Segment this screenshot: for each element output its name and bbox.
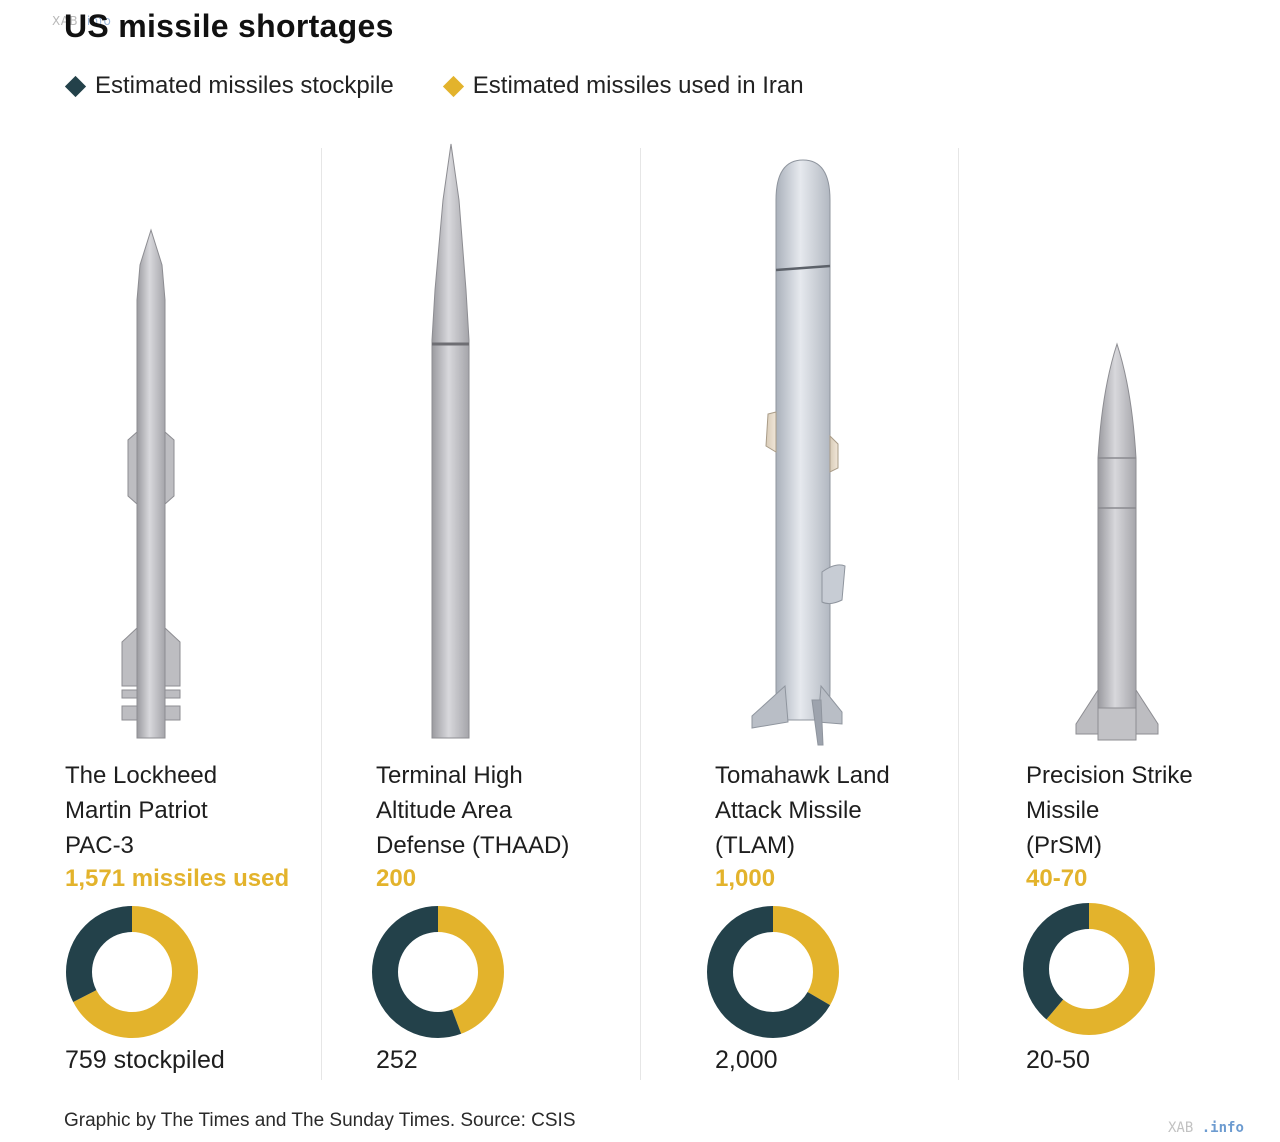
donut-slice-stockpile [372, 906, 504, 1038]
missile-name-line: The Lockheed [65, 762, 218, 789]
watermark-top: XAB .info [52, 14, 111, 28]
used-count-label: 200 [376, 865, 417, 892]
column-divider [321, 148, 322, 1080]
column-divider [958, 148, 959, 1080]
watermark-bottom-left: XAB [1168, 1120, 1194, 1136]
stockpiled-label: 20-50 [1026, 1046, 1090, 1074]
used-count-label: 40-70 [1026, 865, 1088, 892]
missile-illustrations [121, 143, 1159, 746]
column-divider [640, 148, 641, 1080]
missile-name-line: Terminal High [376, 762, 523, 789]
missile-name-line: Missile [1026, 797, 1100, 824]
legend: Estimated missiles stockpile Estimated m… [64, 72, 856, 100]
missile-column-tomahawk: Tomahawk Land Attack Missile (TLAM) 1,00… [715, 758, 1015, 895]
donut-slice-stockpile [66, 906, 198, 1038]
missile-column-prsm: Precision Strike Missile (PrSM) 40-70 [1026, 758, 1280, 895]
legend-label-used: Estimated missiles used in Iran [472, 72, 804, 99]
missile-column-thaad: Terminal High Altitude Area Defense (THA… [376, 758, 676, 895]
watermark-bottom: XAB .info [1168, 1120, 1244, 1136]
patriot-missile-icon [121, 228, 181, 739]
missile-name-line: Attack Missile [715, 797, 862, 824]
missile-name-line: Martin Patriot [65, 797, 208, 824]
missile-name-line: Defense (THAAD) [376, 832, 570, 859]
donut-chart-prsm [1023, 903, 1155, 1035]
used-count-label: 1,571 missiles used [65, 865, 290, 892]
watermark-top-left: XAB [52, 14, 79, 28]
page-title: US missile shortages [64, 8, 394, 44]
missile-name-line: Tomahawk Land [715, 762, 890, 789]
legend-item-stockpile: Estimated missiles stockpile [64, 72, 394, 100]
thaad-missile-icon [431, 143, 470, 739]
watermark-bottom-right: .info [1201, 1120, 1244, 1136]
watermark-top-right: .info [82, 14, 112, 28]
missile-name-line: (TLAM) [715, 832, 795, 859]
missile-name-line: (PrSM) [1026, 832, 1102, 859]
donut-slice-stockpile [1023, 903, 1155, 1035]
used-count-label: 1,000 [715, 865, 776, 892]
source-footer: Graphic by The Times and The Sunday Time… [64, 1110, 576, 1131]
prsm-missile-icon [1075, 342, 1159, 741]
donut-chart-patriot [66, 906, 198, 1038]
legend-label-stockpile: Estimated missiles stockpile [95, 72, 394, 99]
donut-chart-tomahawk [707, 906, 839, 1038]
stockpiled-label: 759 stockpiled [65, 1046, 225, 1074]
stockpiled-label: 2,000 [715, 1046, 778, 1074]
legend-item-used: Estimated missiles used in Iran [442, 72, 804, 100]
donut-slice-stockpile [707, 906, 839, 1038]
tomahawk-missile-icon [751, 159, 846, 746]
missile-name-line: Altitude Area [376, 797, 513, 824]
missile-name-line: Precision Strike [1026, 762, 1193, 789]
missile-column-patriot: The Lockheed Martin Patriot PAC-3 1,571 … [65, 758, 365, 895]
missile-name-line: PAC-3 [65, 832, 134, 859]
donut-chart-thaad [372, 906, 504, 1038]
stockpiled-label: 252 [376, 1046, 418, 1074]
